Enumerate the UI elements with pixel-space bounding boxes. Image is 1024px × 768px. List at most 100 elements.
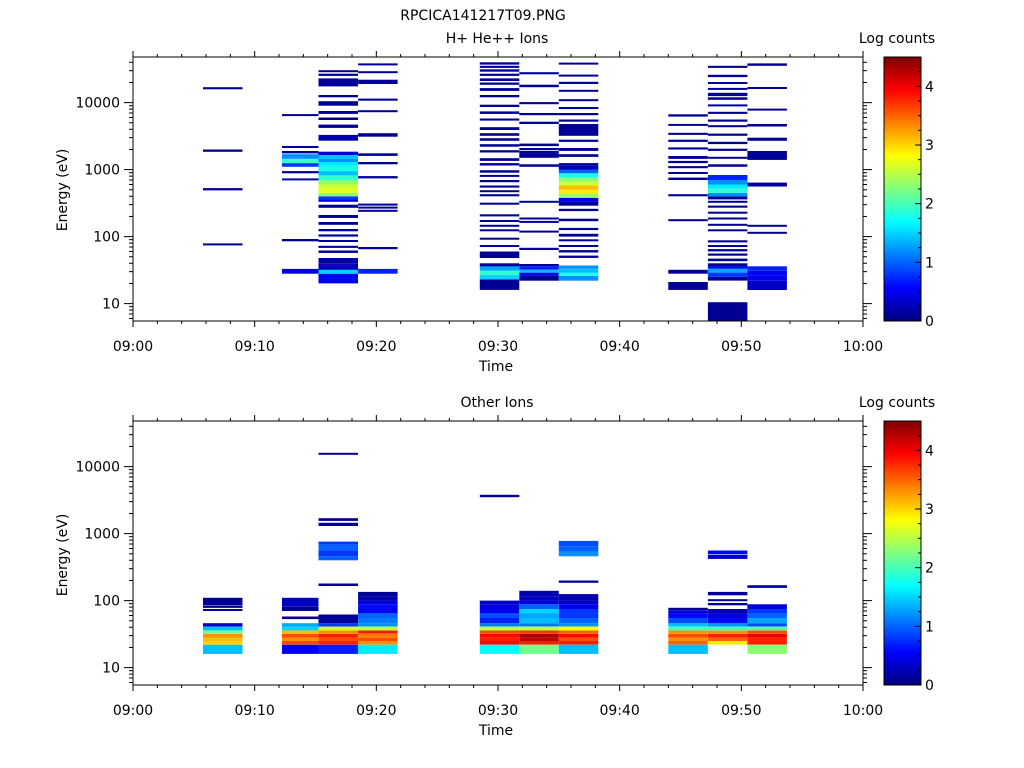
heatmap-cell [707, 175, 748, 180]
heatmap-cell [358, 633, 398, 638]
heatmap-cell [747, 618, 787, 624]
heatmap-cell [707, 637, 748, 641]
heatmap-cell [707, 272, 748, 277]
heatmap-cell [519, 623, 559, 627]
heatmap-cell [479, 637, 520, 641]
heatmap-cell [479, 254, 520, 258]
heatmap-cell [558, 74, 599, 77]
heatmap-cell [747, 275, 787, 281]
heatmap-cell [519, 609, 559, 614]
heatmap-cell [479, 111, 520, 114]
axis-ticks: 09:00 09:10 09:20 09:30 09:40 09:50 10:00 10 100… [75, 51, 883, 355]
heatmap-cell [707, 249, 748, 252]
colorbar-tick-label: 3 [925, 138, 934, 154]
heatmap-cell [558, 609, 599, 614]
heatmap-cell [318, 269, 358, 274]
heatmap-cell [707, 266, 748, 269]
heatmap-cell [358, 648, 398, 654]
colorbar-label: Log counts [859, 31, 935, 47]
heatmap-cell [318, 229, 358, 232]
heatmap-cell [358, 153, 398, 156]
heatmap-cell [558, 89, 599, 92]
heatmap-cell [358, 247, 398, 250]
heatmap-cell [558, 107, 599, 110]
heatmap-cell [707, 253, 748, 256]
heatmap-cell [203, 626, 243, 631]
heatmap-cell [558, 177, 599, 182]
x-axis-label: Time [478, 723, 513, 739]
x-tick-label: 09:10 [234, 703, 274, 719]
heatmap-cell [707, 633, 748, 638]
colorbar [883, 56, 922, 322]
heatmap-cell [519, 247, 559, 250]
heatmap-cell [479, 158, 520, 161]
heatmap-cell [318, 215, 358, 218]
heatmap-cell [318, 630, 358, 634]
heatmap-cell [479, 190, 520, 193]
heatmap-cell [707, 591, 748, 596]
heatmap-cell [558, 604, 599, 609]
heatmap-cell [707, 133, 748, 136]
heatmap-cell [558, 173, 599, 178]
colorbar-tick-label: 0 [925, 314, 934, 330]
heatmap-cell [479, 163, 520, 166]
heatmap-cell [282, 597, 319, 607]
heatmap-cell [203, 623, 243, 627]
heatmap-cell [519, 84, 559, 88]
heatmap-cell [558, 233, 599, 237]
heatmap-cell [318, 184, 358, 189]
heatmap-cell [519, 604, 559, 609]
heatmap-cell [318, 522, 358, 526]
heatmap-cell [479, 604, 520, 609]
heatmap-cell [747, 124, 787, 127]
y-tick-label: 10 [102, 297, 120, 313]
heatmap-cell [519, 640, 559, 645]
heatmap-cell [318, 258, 358, 264]
heatmap-cell [358, 618, 398, 624]
heatmap-cell [519, 230, 559, 233]
heatmap-cell [747, 151, 787, 160]
heatmap-cell [519, 618, 559, 624]
heatmap-cell [707, 164, 748, 167]
heatmap-cell [558, 181, 599, 186]
heatmap-cell [318, 278, 358, 284]
heatmap-cell [479, 69, 520, 72]
heatmap-cell [707, 196, 748, 200]
heatmap-cell [203, 243, 243, 246]
heatmap-cell [479, 144, 520, 147]
heatmap-cell [519, 217, 559, 220]
heatmap-cell [479, 279, 520, 284]
heatmap-cell [318, 273, 358, 279]
heatmap-cell [358, 71, 398, 74]
figure-title: RPCICA141217T09.PNG [400, 8, 565, 24]
heatmap-cell [519, 644, 559, 649]
heatmap-cell [519, 220, 559, 223]
heatmap-cell [318, 95, 358, 98]
heatmap-cell [558, 546, 599, 552]
heatmap-cell [707, 623, 748, 627]
heatmap-cell [558, 618, 599, 624]
heatmap-cell [282, 146, 319, 148]
heatmap-cell [282, 239, 319, 242]
heatmap-cell [558, 644, 599, 649]
heatmap-cell [479, 229, 520, 232]
heatmap-cell [707, 74, 748, 78]
heatmap-cell [668, 633, 708, 638]
heatmap-cell [558, 540, 599, 547]
heatmap-cell [747, 182, 787, 187]
heatmap-cell [479, 78, 520, 81]
colorbar-ticks: 0 1 2 3 4 [915, 71, 934, 330]
x-tick-label: 09:30 [478, 339, 518, 355]
colorbar [883, 420, 922, 686]
heatmap-cell [707, 258, 748, 262]
heatmap-cell [479, 88, 520, 91]
heatmap-cell [707, 229, 748, 232]
heatmap-cell [203, 648, 243, 654]
x-tick-label: 09:00 [113, 339, 153, 355]
heatmap-cell [519, 264, 559, 267]
x-tick-label: 09:20 [356, 339, 396, 355]
heatmap-cell [707, 82, 748, 84]
heatmap-cell [479, 251, 520, 254]
heatmap-cell [558, 113, 599, 116]
heatmap-cell [358, 609, 398, 614]
